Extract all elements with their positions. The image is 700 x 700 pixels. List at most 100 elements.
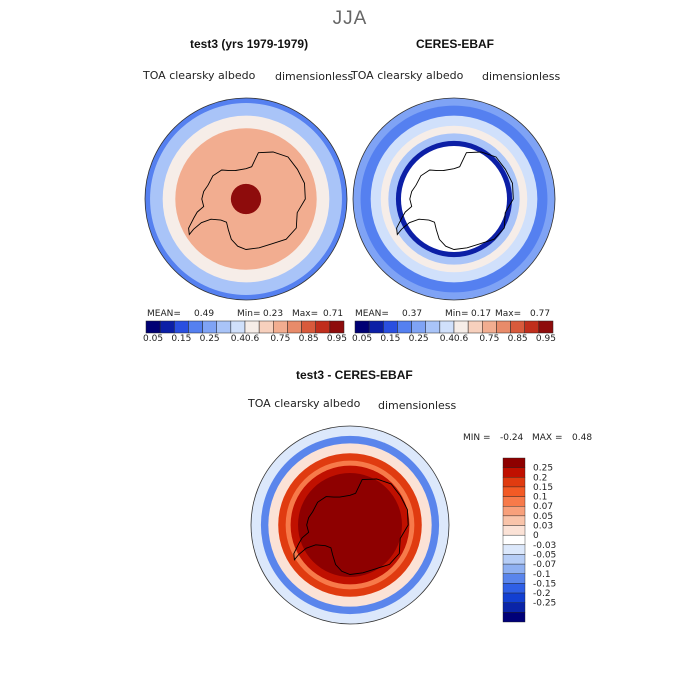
map2-legend-label: 0.15 <box>380 334 400 344</box>
map3-border <box>250 425 450 625</box>
panel2-mean-label: MEAN= <box>355 309 389 319</box>
map2-legend-label: 0.4 <box>440 334 455 344</box>
panel2-units: dimensionless <box>482 70 561 83</box>
map2-legend-swatch <box>467 320 483 334</box>
map3-legend-swatch <box>502 583 526 594</box>
map1-legend-swatch <box>329 320 345 334</box>
map1-coastline <box>188 151 306 250</box>
map1-legend-swatch <box>145 320 161 334</box>
map3-legend-label: -0.1 <box>533 570 551 580</box>
map3-legend-swatch <box>502 515 526 526</box>
map2-legend-swatch <box>482 320 497 334</box>
map3-legend-label: -0.25 <box>533 599 556 609</box>
map2-legend-swatch <box>524 320 540 334</box>
map1-legend-label: 0.15 <box>171 334 191 344</box>
map3-legend-swatch <box>502 544 526 555</box>
map2-legend-swatch <box>538 320 554 334</box>
map3-legend-swatch <box>502 467 526 478</box>
map1-legend-label: 0.85 <box>299 334 319 344</box>
panel1-max-label: Max= <box>292 309 319 319</box>
map1-legend-label: 0.6 <box>245 334 260 344</box>
panel3-variable: TOA clearsky albedo <box>248 397 361 410</box>
map3-legend-swatch <box>502 554 526 565</box>
map3-legend-swatch <box>502 592 526 603</box>
map1-band-4 <box>230 183 262 215</box>
map3-legend-label: -0.03 <box>533 541 556 551</box>
map3-legend-swatch <box>502 496 526 507</box>
panel1-mean-value: 0.49 <box>194 309 215 319</box>
panel1-title: test3 (yrs 1979-1979) <box>190 37 309 51</box>
panel2-variable: TOA clearsky albedo <box>351 69 464 82</box>
map2-legend-swatch <box>354 320 370 334</box>
panel1-variable: TOA clearsky albedo <box>143 69 256 82</box>
map1-legend-swatch <box>188 320 203 334</box>
map2-coastline <box>396 151 514 250</box>
map-1: 0.05 0.15 0.25 0.4 0.6 0.75 0.85 0.95 <box>143 97 348 344</box>
map-2: 0.05 0.15 0.25 0.4 0.6 0.75 0.85 0.95 <box>352 97 556 344</box>
map1-legend-swatch <box>301 320 316 334</box>
map1-legend-swatch <box>159 320 175 334</box>
map3-coastline <box>293 478 409 575</box>
map3-legend-swatch <box>502 486 526 497</box>
map3-legend-swatch <box>502 477 526 488</box>
map3-legend-swatch <box>502 457 526 468</box>
map2-legend-swatch <box>510 320 525 334</box>
map1-legend-swatch <box>258 320 274 334</box>
map2-legend-swatch <box>439 320 455 334</box>
map2-border <box>352 97 556 301</box>
panel2-mean-value: 0.37 <box>402 309 423 319</box>
map2-legend-label: 0.75 <box>479 334 499 344</box>
map1-legend-swatch <box>216 320 232 334</box>
map1-legend-swatch <box>273 320 288 334</box>
map3-legend-label: 0.15 <box>533 483 553 493</box>
map1-legend-label: 0.95 <box>327 334 347 344</box>
map1-legend-swatch <box>315 320 331 334</box>
map1-legend-swatch <box>287 320 302 334</box>
panel3-min-label: MIN = <box>463 433 491 443</box>
map1-legend-swatch <box>244 320 260 334</box>
map3-band-6 <box>298 473 402 577</box>
map3-legend-label: -0.2 <box>533 589 551 599</box>
panel1-min-value: 0.23 <box>263 309 284 319</box>
map2-legend-label: 0.6 <box>454 334 469 344</box>
map3-legend-label: 0.1 <box>533 493 547 503</box>
map2-legend-label: 0.95 <box>536 334 556 344</box>
panel1-units: dimensionless <box>275 70 354 83</box>
map1-legend-label: 0.75 <box>270 334 290 344</box>
map3-legend-label: 0.25 <box>533 464 553 474</box>
map2-legend-label: 0.25 <box>409 334 429 344</box>
panel3-title: test3 - CERES-EBAF <box>296 368 413 382</box>
map3-legend-label: 0.05 <box>533 512 553 522</box>
map3-legend-swatch <box>502 602 526 613</box>
panel1-mean-label: MEAN= <box>147 309 181 319</box>
map2-legend-swatch <box>453 320 469 334</box>
map2-legend-label: 0.05 <box>352 334 372 344</box>
panel2-min-label: Min= <box>445 309 469 319</box>
panel1-max-value: 0.71 <box>323 309 344 319</box>
map3-legend-label: -0.15 <box>533 579 556 589</box>
panel2-min-value: 0.17 <box>471 309 492 319</box>
map3-legend-swatch <box>502 506 526 517</box>
map1-legend-label: 0.4 <box>231 334 246 344</box>
map1-legend-label: 0.25 <box>200 334 220 344</box>
panel3-units: dimensionless <box>378 399 457 412</box>
panel3-min-value: -0.24 <box>500 433 524 443</box>
map2-legend-swatch <box>411 320 426 334</box>
map2-legend-swatch <box>383 320 398 334</box>
panel2-max-value: 0.77 <box>530 309 551 319</box>
map3-legend-label: -0.07 <box>533 560 556 570</box>
map3-legend-swatch <box>502 573 526 584</box>
map-3: 0.250.20.150.10.070.050.030-0.03-0.05-0.… <box>250 425 556 625</box>
map1-legend-swatch <box>230 320 246 334</box>
map2-legend-swatch <box>425 320 441 334</box>
map3-legend-label: 0.07 <box>533 502 553 512</box>
map3-legend-swatch <box>502 563 526 574</box>
map3-legend-swatch <box>502 612 526 623</box>
panel3-max-label: MAX = <box>532 433 563 443</box>
map3-legend-swatch <box>502 534 526 546</box>
map2-band-6 <box>400 145 508 253</box>
map2-legend-swatch <box>496 320 511 334</box>
map2-legend-swatch <box>368 320 384 334</box>
map3-legend-label: 0.2 <box>533 473 547 483</box>
